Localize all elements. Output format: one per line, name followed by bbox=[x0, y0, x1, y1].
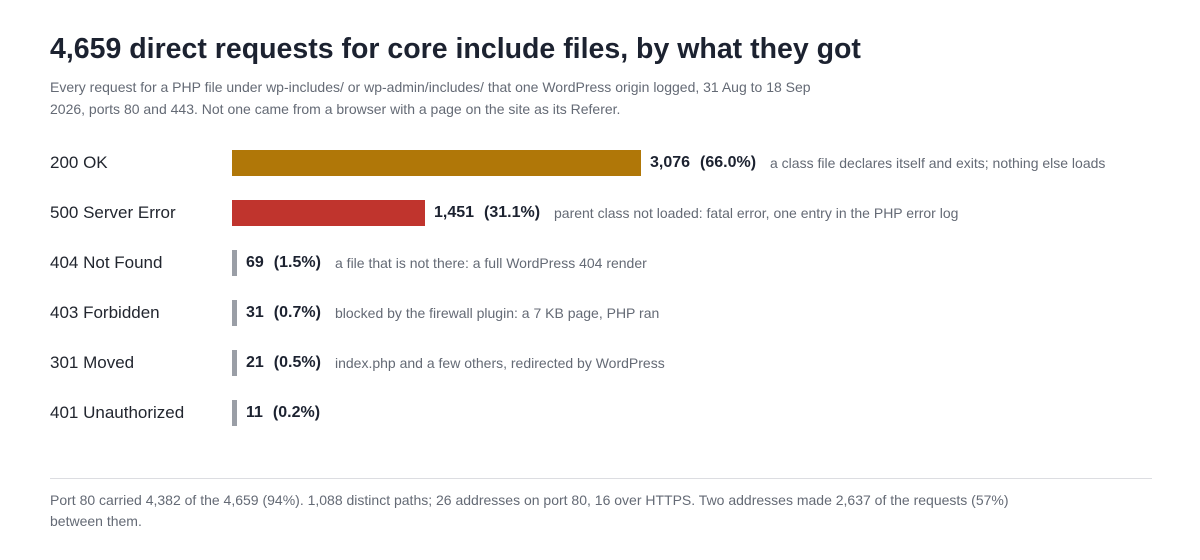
data-label: 3,076 (66.0%) bbox=[650, 150, 756, 176]
percent-label: (0.7%) bbox=[273, 304, 321, 321]
bar bbox=[232, 200, 425, 226]
bar bbox=[232, 350, 237, 376]
bar-row: 301 Moved 21 (0.5%) index.php and a few oth… bbox=[0, 350, 1200, 376]
data-label: 69 (1.5%) bbox=[246, 250, 321, 276]
bar-row: 401 Unauthorized 11 (0.2%) bbox=[0, 400, 1200, 426]
category-label: 404 Not Found bbox=[50, 253, 163, 272]
category-label: 301 Moved bbox=[50, 353, 135, 372]
category-label: 403 Forbidden bbox=[50, 303, 160, 322]
value-label: 69 bbox=[246, 254, 264, 271]
category-label: 401 Unauthorized bbox=[50, 403, 185, 422]
percent-label: (66.0%) bbox=[700, 154, 757, 171]
footer-divider bbox=[50, 478, 1152, 479]
data-label: 31 (0.7%) bbox=[246, 300, 321, 326]
bar-annotation: index.php and a few others, redirected b… bbox=[335, 355, 665, 371]
chart-footnote: Port 80 carried 4,382 of the 4,659 (94%)… bbox=[50, 492, 1009, 529]
bar-annotation: parent class not loaded: fatal error, on… bbox=[554, 205, 959, 221]
bar bbox=[232, 250, 237, 276]
percent-label: (0.2%) bbox=[272, 404, 321, 421]
value-label: 3,076 bbox=[650, 154, 691, 171]
value-label: 1,451 bbox=[434, 204, 475, 221]
value-label: 31 bbox=[246, 304, 264, 321]
value-label: 11 bbox=[246, 404, 263, 421]
percent-label: (31.1%) bbox=[484, 204, 541, 221]
percent-label: (0.5%) bbox=[273, 354, 321, 371]
bar bbox=[232, 400, 237, 426]
bar-row: 500 Server Error 1,451 (31.1%) parent class… bbox=[0, 200, 1200, 226]
chart-title: 4,659 direct requests for core include f… bbox=[50, 33, 861, 65]
bar-row: 200 OK 3,076 (66.0%) a class file declares … bbox=[0, 150, 1200, 176]
bar bbox=[232, 150, 641, 176]
value-label: 21 bbox=[246, 354, 264, 371]
bar-annotation: a class file declares itself and exits; … bbox=[770, 155, 1106, 171]
category-label: 500 Server Error bbox=[50, 203, 176, 222]
data-label: 21 (0.5%) bbox=[246, 350, 321, 376]
bar bbox=[232, 300, 237, 326]
data-label: 11 (0.2%) bbox=[246, 400, 320, 426]
category-label: 200 OK bbox=[50, 153, 108, 172]
bar-annotation: a file that is not there: a full WordPre… bbox=[335, 255, 647, 271]
data-label: 1,451 (31.1%) bbox=[434, 200, 540, 226]
bar-row: 403 Forbidden 31 (0.7%) blocked by the fire… bbox=[0, 300, 1200, 326]
percent-label: (1.5%) bbox=[273, 254, 321, 271]
bar-annotation: blocked by the firewall plugin: a 7 KB p… bbox=[335, 305, 660, 321]
chart-subtitle: Every request for a PHP file under wp-in… bbox=[50, 79, 811, 117]
bar-row: 404 Not Found 69 (1.5%) a file that is not … bbox=[0, 250, 1200, 276]
